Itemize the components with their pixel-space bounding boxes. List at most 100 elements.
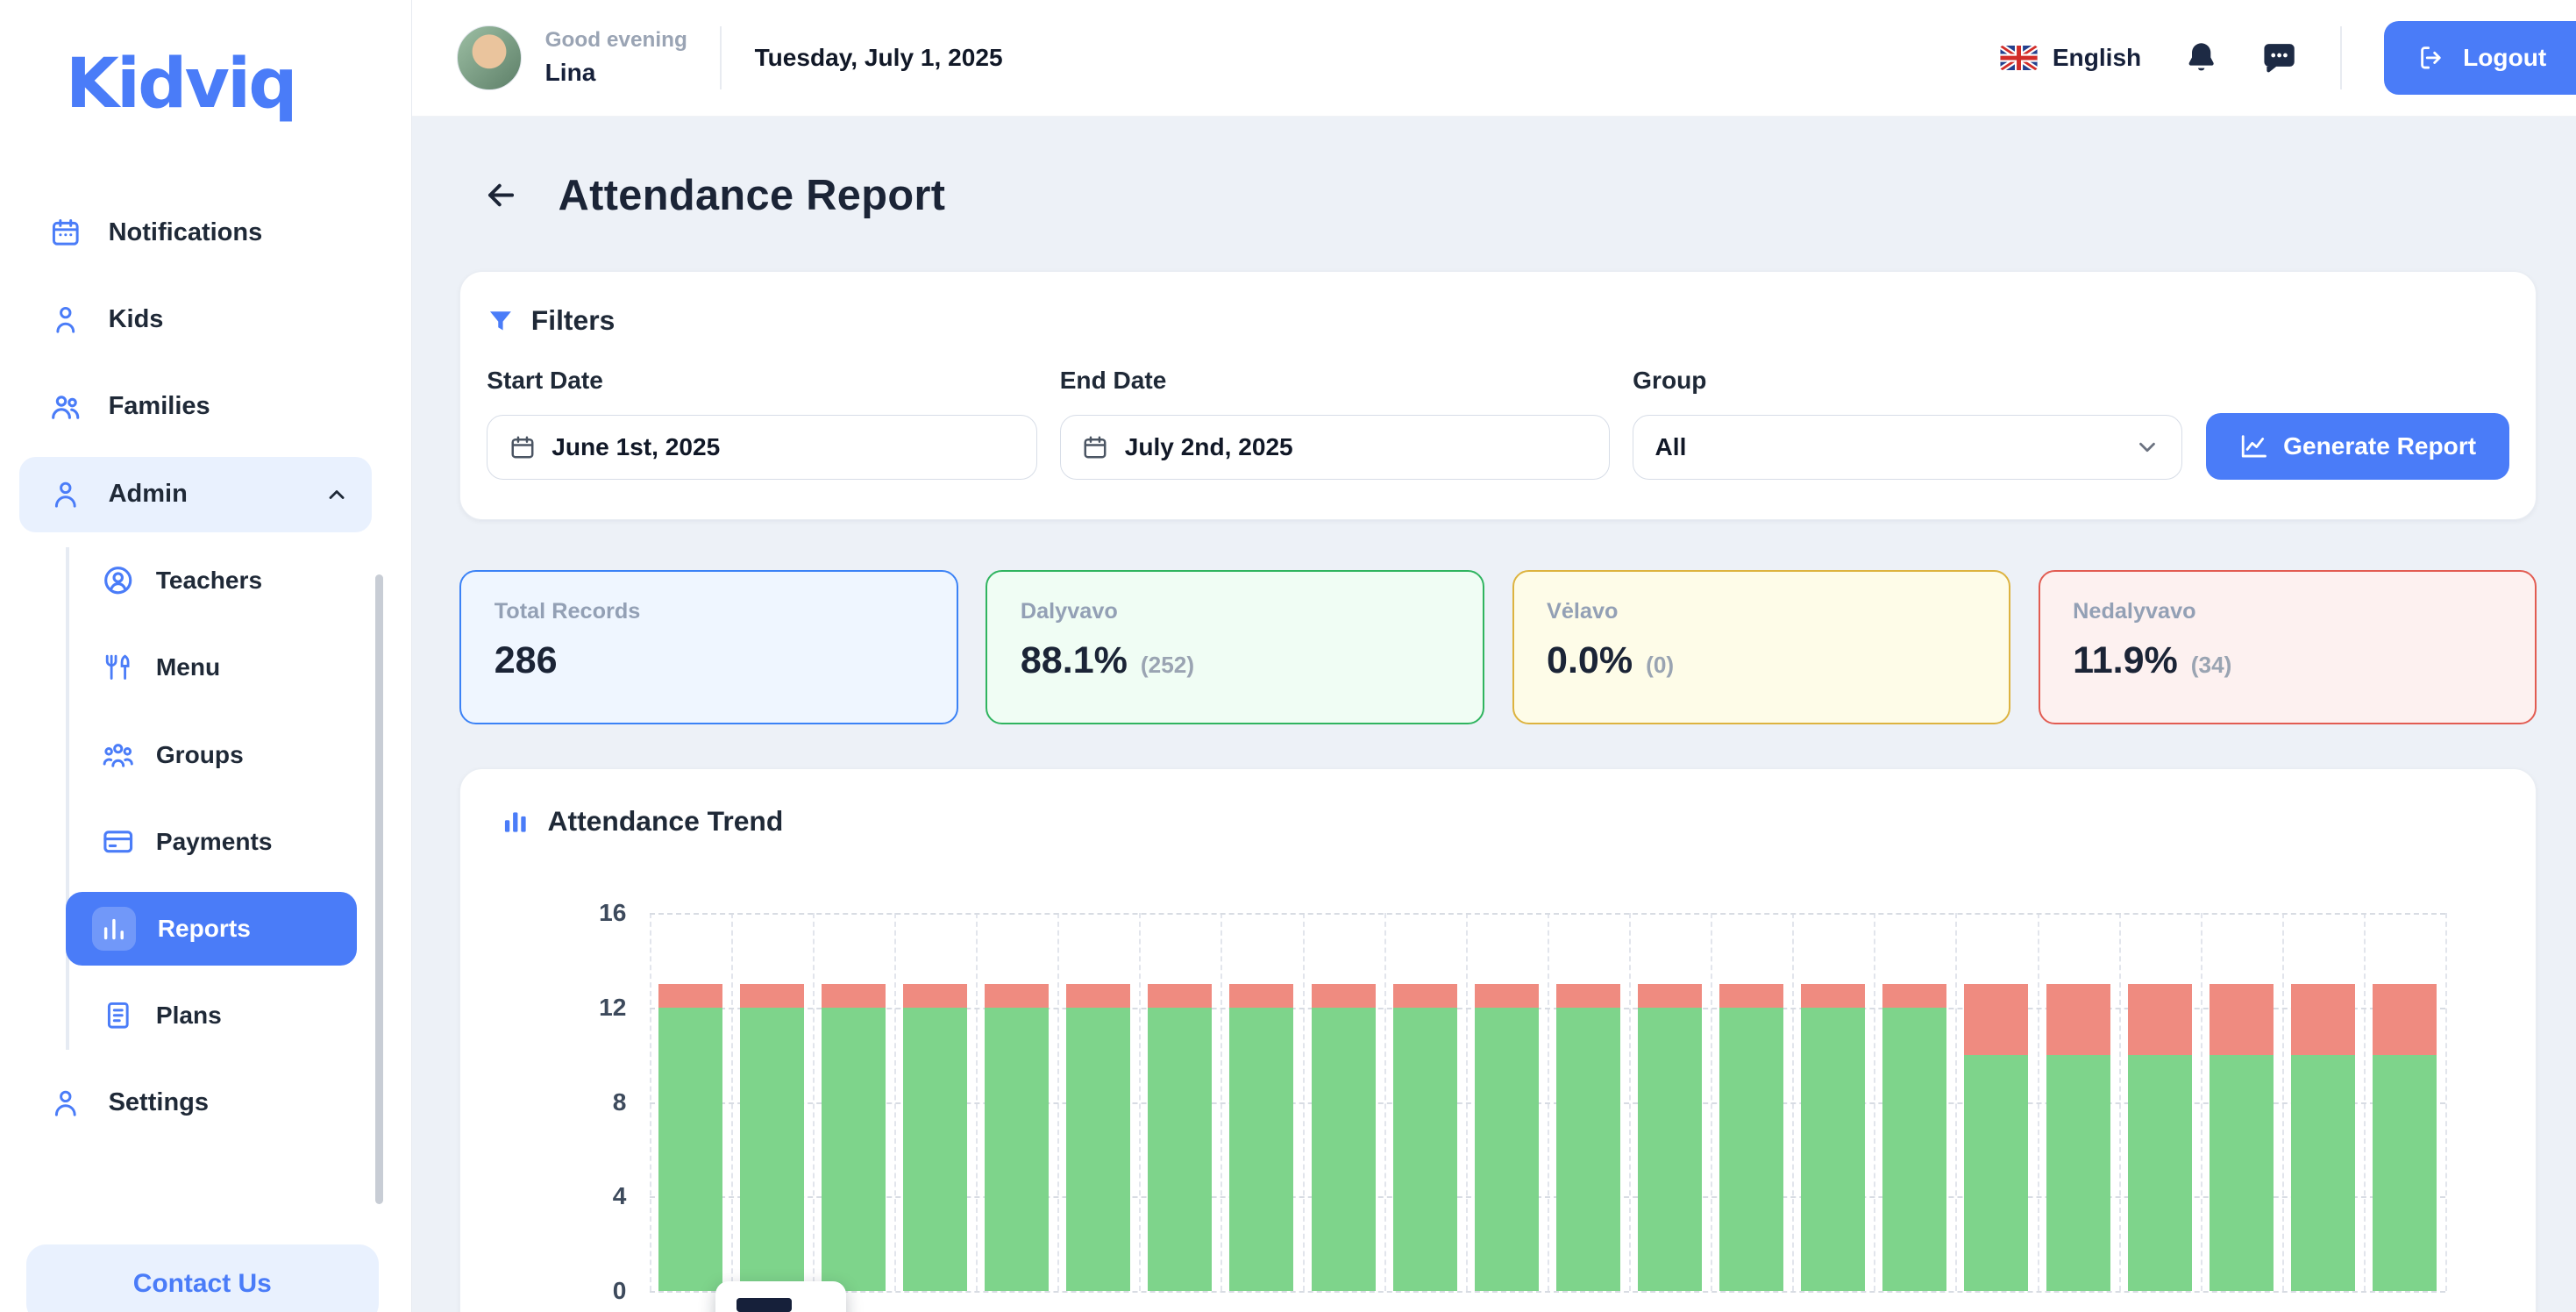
sidebar-item-label: Teachers — [155, 567, 263, 595]
sidebar-item-label: Admin — [108, 480, 188, 509]
sidebar-item-settings[interactable]: Settings — [0, 1059, 411, 1146]
user-name: Lina — [544, 59, 596, 87]
chart-bar-absent-segment — [739, 984, 804, 1009]
bell-icon[interactable] — [2184, 40, 2218, 75]
stat-label: Nedalyvavo — [2073, 599, 2196, 624]
sidebar-item-admin[interactable]: Admin — [19, 456, 373, 532]
stat-value: 88.1% — [1020, 639, 1128, 682]
sidebar-item-label: Settings — [108, 1087, 210, 1116]
group-label: Group — [1633, 367, 1707, 395]
chart-y-tick-label: 12 — [599, 994, 627, 1022]
chart-bar — [821, 984, 886, 1292]
filters-heading: Filters — [530, 304, 616, 337]
sidebar-item-groups[interactable]: Groups — [66, 711, 411, 798]
chart-bar-present-segment — [1229, 1008, 1294, 1292]
stat-label: Total Records — [494, 599, 641, 624]
chart-bar-present-segment — [1882, 1008, 1947, 1292]
end-date-input[interactable]: July 2nd, 2025 — [1059, 414, 1610, 481]
group-select[interactable]: All — [1633, 414, 2183, 481]
group-field: Group All — [1633, 367, 2183, 481]
line-chart-icon — [2239, 431, 2269, 461]
sidebar-item-label: Notifications — [108, 217, 263, 246]
chart-bar-present-segment — [1392, 1008, 1457, 1292]
sidebar-item-label: Families — [108, 392, 210, 421]
generate-report-button[interactable]: Generate Report — [2205, 412, 2510, 481]
user-avatar[interactable] — [456, 25, 523, 91]
chart-hgridline — [649, 1008, 2446, 1010]
chart-bar-absent-segment — [1474, 984, 1539, 1009]
chart-bar-present-segment — [1801, 1008, 1866, 1292]
chart-y-tick-label: 16 — [599, 899, 627, 927]
chart-bar — [739, 984, 804, 1292]
stat-sub: (34) — [2190, 652, 2232, 679]
start-date-field: Start Date June 1st, 2025 — [487, 367, 1037, 481]
chart-bar — [658, 984, 722, 1292]
chart-bar-absent-segment — [2209, 984, 2274, 1055]
chart-hgridline — [649, 1102, 2446, 1104]
sidebar-item-reports[interactable]: Reports — [65, 891, 358, 966]
current-date: Tuesday, July 1, 2025 — [754, 43, 1003, 71]
sidebar-item-kids[interactable]: Kids — [0, 276, 411, 363]
chevron-down-icon — [2134, 434, 2160, 460]
sidebar-scrollbar-thumb[interactable] — [374, 574, 384, 1204]
sidebar-item-label: Menu — [155, 653, 221, 681]
calendar-icon — [509, 434, 536, 460]
sidebar-item-menu[interactable]: Menu — [66, 624, 411, 711]
filters-card: Filters Start Date June 1st, 2025 End Da… — [459, 270, 2537, 521]
chart-bar-absent-segment — [1148, 984, 1213, 1009]
chart-bar-present-segment — [1474, 1008, 1539, 1292]
filters-fields: Start Date June 1st, 2025 End Date — [487, 367, 2510, 481]
chart-bar-absent-segment — [2373, 984, 2437, 1055]
chart-bar — [1311, 984, 1376, 1292]
sidebar-item-label: Groups — [155, 740, 244, 768]
group-value: All — [1654, 432, 1687, 460]
sidebar-item-plans[interactable]: Plans — [66, 973, 411, 1059]
sidebar-item-families[interactable]: Families — [0, 363, 411, 450]
chart-bar-absent-segment — [1392, 984, 1457, 1009]
clipped-tooltip-text — [736, 1297, 793, 1312]
chart-bar-present-segment — [658, 1008, 722, 1292]
chart-bar — [1638, 984, 1703, 1292]
chart-bar-absent-segment — [1719, 984, 1784, 1009]
chart-bar-present-segment — [2290, 1054, 2355, 1292]
settings-person-icon — [49, 1087, 82, 1119]
start-date-label: Start Date — [487, 367, 603, 395]
sidebar-item-teachers[interactable]: Teachers — [66, 537, 411, 624]
chart-bar-present-segment — [1555, 1008, 1620, 1292]
calendar-icon — [1082, 434, 1108, 460]
sidebar-item-payments[interactable]: Payments — [66, 798, 411, 885]
page-header: Attendance Report — [459, 166, 2537, 225]
page-title: Attendance Report — [558, 171, 946, 219]
back-arrow-icon[interactable] — [482, 176, 520, 214]
chart-bar-absent-segment — [821, 984, 886, 1009]
generate-report-label: Generate Report — [2283, 432, 2477, 460]
greeting-block: Good evening Lina — [545, 25, 687, 91]
sidebar-item-notifications[interactable]: Notifications — [0, 189, 411, 276]
end-date-field: End Date July 2nd, 2025 — [1059, 367, 1610, 481]
contact-us-button[interactable]: Contact Us — [25, 1244, 379, 1312]
filter-icon — [487, 307, 515, 335]
people-group-icon — [102, 738, 134, 771]
chart-bar — [1066, 984, 1131, 1292]
divider — [2339, 26, 2342, 89]
chart-bar-absent-segment — [1882, 984, 1947, 1009]
chart-bar-absent-segment — [658, 984, 722, 1009]
chart-bar-present-segment — [902, 1008, 967, 1292]
language-selector[interactable]: English — [1999, 44, 2141, 72]
chart-bar-present-segment — [739, 1008, 804, 1292]
chart-bar-absent-segment — [1638, 984, 1703, 1009]
chart-bar — [1148, 984, 1213, 1292]
logout-button[interactable]: Logout — [2384, 20, 2576, 96]
filters-heading-row: Filters — [487, 304, 2509, 337]
stat-value: 286 — [494, 639, 558, 682]
chat-icon[interactable] — [2261, 39, 2297, 75]
stat-sub: (252) — [1140, 652, 1195, 679]
attendance-chart-plot: 0 4 8 12 16 — [599, 899, 2448, 1312]
stat-card-velavo: Vėlavo 0.0% (0) — [1512, 569, 2010, 724]
topbar-actions: English Logout — [1999, 20, 2576, 96]
teacher-badge-icon — [102, 564, 134, 596]
chart-bar-absent-segment — [1555, 984, 1620, 1009]
start-date-input[interactable]: June 1st, 2025 — [487, 414, 1037, 481]
chart-bar-present-segment — [1964, 1054, 2029, 1292]
